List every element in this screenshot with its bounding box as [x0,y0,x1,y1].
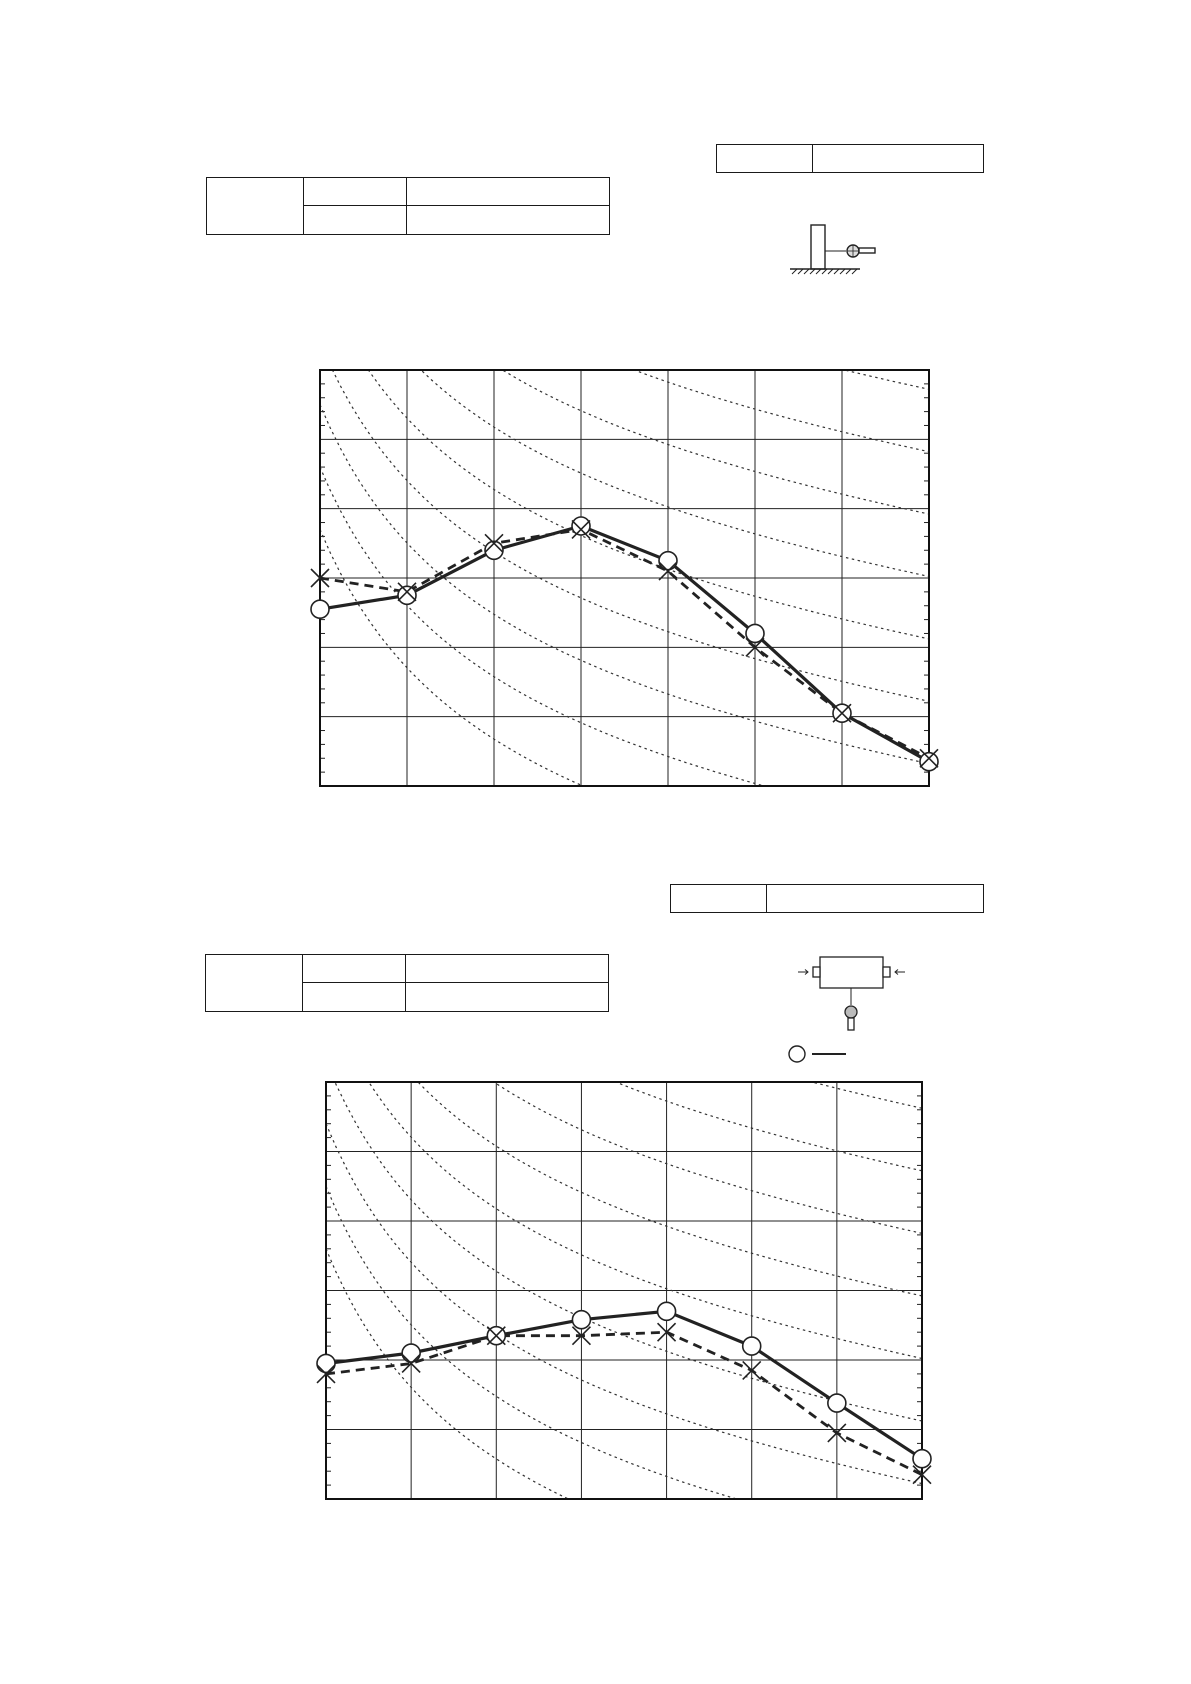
reference-curve [614,1082,922,1172]
top-info-cell [406,177,610,206]
x-data-point-stroke [919,748,939,768]
reference-curve [334,1082,922,1422]
x-data-point [745,637,765,657]
reference-curve [842,370,929,390]
x-data-point-stroke [827,1423,847,1443]
x-data-point-stroke [912,1465,932,1485]
x-data-point [571,1326,591,1346]
bottom-condition-cell [766,884,984,913]
bottom-condition-cell [670,884,767,913]
circle-data-point [656,1301,677,1322]
x-data-point-stroke [316,1364,336,1384]
reference-curve [632,370,929,453]
bottom-info-table [205,954,609,1012]
x-data-point [397,582,417,602]
top-condition-box [716,144,984,173]
x-data-point [571,519,591,540]
x-data-point-stroke [401,1353,421,1374]
x-data-point-stroke [832,703,852,723]
x-data-point-stroke [742,1360,762,1380]
reference-curve [368,1082,922,1360]
bottom-measurement-setup-icon [798,956,905,1031]
x-data-point [486,1326,506,1346]
dashed-series-line [319,528,930,760]
bottom-info-cell [302,982,406,1012]
x-data-point [912,1465,932,1485]
x-data-point [310,568,330,588]
reference-curve [420,370,929,578]
legend-circle-marker-icon [788,1045,806,1063]
top-measurement-setup-icon [790,224,876,275]
circle-data-point [484,540,504,561]
reference-curves [320,370,929,786]
bottom-condition-box [670,884,984,913]
circle-data-point [316,1353,336,1374]
reference-curve [501,370,929,515]
top-info-table [206,177,610,235]
circle-data-point [401,1343,421,1363]
bottom-info-header-cell [205,954,303,1012]
x-data-point-stroke [571,519,591,540]
bottom-chart [316,1081,932,1500]
top-condition-cell [812,144,984,173]
reference-curve [417,1082,922,1297]
dashed-series-line [325,1330,923,1476]
reference-curves [326,1082,922,1499]
x-data-point [919,748,939,768]
circle-data-point [571,1309,592,1330]
circle-data-point [658,550,678,571]
x-data-point-stroke [571,1326,591,1346]
plot-frame [325,1081,923,1500]
x-data-point [657,1322,677,1342]
circle-data-point [745,623,765,644]
circle-data-point [310,599,330,620]
top-info-header-cell [206,177,304,235]
reference-curve [367,370,929,640]
circle-data-point [571,516,591,536]
bottom-info-cell [405,982,609,1012]
x-data-point [484,533,504,553]
top-chart [310,369,939,787]
circle-data-point [827,1393,847,1413]
x-data-point [658,561,678,581]
solid-series-line [319,524,930,764]
x-data-point [827,1423,847,1443]
x-data-point [742,1360,762,1380]
x-data-point-stroke [658,561,678,581]
x-data-point-stroke [745,637,765,657]
x-data-point-stroke [397,582,417,602]
x-data-point-stroke [310,568,330,588]
solid-series-line [325,1309,923,1461]
bottom-info-cell [302,954,406,983]
circle-data-point [912,1448,932,1469]
circle-data-point [741,1336,762,1356]
reference-curve [320,466,767,786]
circle-data-point [397,585,417,606]
top-condition-cell [716,144,813,173]
circle-data-point [919,751,939,772]
x-data-point [832,703,852,723]
top-info-cell [406,205,610,235]
reference-curve [326,1186,739,1499]
x-data-point-stroke [484,533,504,553]
x-data-point [401,1353,421,1374]
x-data-point-stroke [657,1322,677,1342]
bottom-legend [788,1045,846,1063]
x-data-point-stroke [486,1326,506,1346]
x-data-point [316,1364,336,1384]
